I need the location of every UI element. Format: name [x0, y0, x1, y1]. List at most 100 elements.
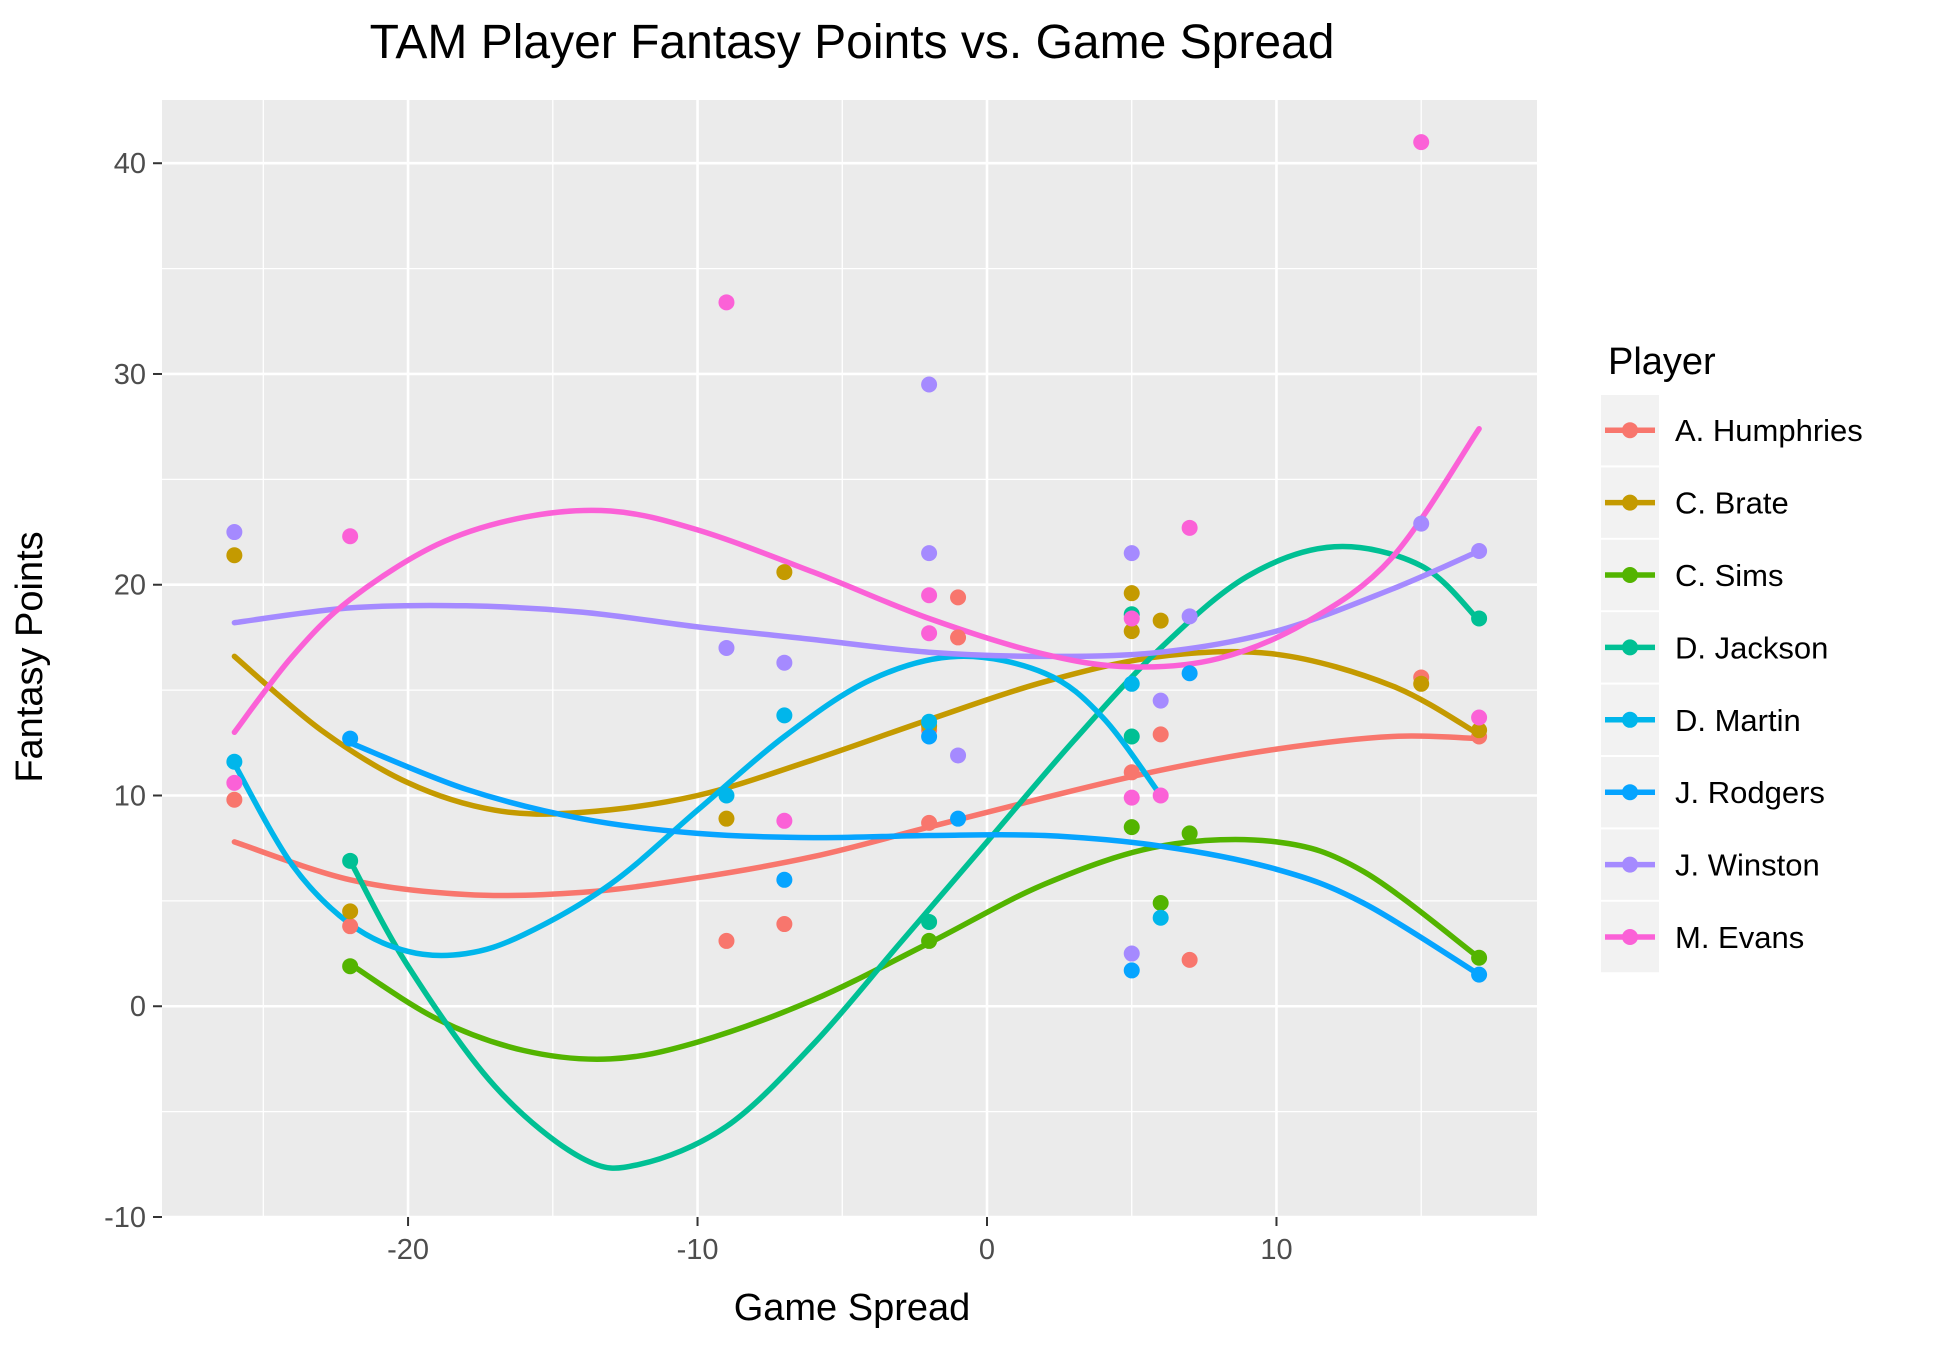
legend-point — [1622, 567, 1638, 583]
point-c-brate — [1471, 722, 1488, 739]
smooth-line-j-winston — [231, 548, 1482, 660]
point-c-brate — [1123, 623, 1140, 640]
legend-point — [1622, 929, 1638, 945]
legend-label: D. Martin — [1675, 703, 1801, 738]
point-d-jackson — [342, 852, 359, 869]
point-j-winston — [1413, 515, 1430, 532]
point-c-brate — [1123, 585, 1140, 602]
point-d-martin — [1123, 675, 1140, 692]
point-j-rodgers — [950, 810, 967, 827]
point-m-evans — [226, 774, 243, 791]
y-axis-label: Fantasy Points — [9, 531, 51, 782]
point-j-rodgers — [1123, 962, 1140, 979]
point-j-winston — [1181, 608, 1198, 625]
point-c-brate — [226, 547, 243, 564]
legend-point — [1622, 422, 1638, 439]
point-a-humphries — [1181, 951, 1198, 968]
point-j-winston — [1471, 543, 1488, 560]
legend-item-a-humphries: A. Humphries — [1601, 395, 1863, 466]
y-tick-label: 30 — [114, 359, 146, 391]
smooth-lines — [231, 426, 1482, 1171]
point-j-winston — [1152, 692, 1169, 709]
point-a-humphries — [921, 814, 938, 831]
point-j-winston — [921, 376, 938, 393]
point-a-humphries — [342, 918, 359, 935]
point-a-humphries — [1123, 764, 1140, 781]
x-tick-label: 0 — [979, 1234, 995, 1266]
chart-title: TAM Player Fantasy Points vs. Game Sprea… — [370, 16, 1335, 69]
point-m-evans — [921, 625, 938, 642]
point-a-humphries — [950, 629, 967, 646]
smooth-line-c-sims — [347, 836, 1482, 1062]
point-m-evans — [342, 528, 359, 545]
y-tick-label: -10 — [104, 1202, 146, 1234]
point-c-sims — [1471, 949, 1488, 966]
point-d-martin — [226, 753, 243, 770]
y-tick-label: 20 — [114, 570, 146, 602]
point-j-rodgers — [1471, 966, 1488, 983]
legend-label: M. Evans — [1675, 920, 1804, 955]
point-j-winston — [921, 545, 938, 562]
point-d-jackson — [1471, 610, 1488, 627]
y-axis: -10 0 10 20 30 40 — [104, 148, 162, 1234]
point-m-evans — [1471, 709, 1488, 726]
legend-point — [1622, 494, 1638, 511]
legend-item-m-evans: M. Evans — [1601, 901, 1804, 973]
point-a-humphries — [226, 791, 243, 808]
x-tick-label: 10 — [1260, 1234, 1292, 1266]
legend-label: C. Brate — [1675, 486, 1789, 521]
legend-label: J. Winston — [1675, 848, 1820, 883]
legend-title: Player — [1608, 341, 1716, 383]
x-axis: -20 -10 0 10 — [387, 1217, 1293, 1266]
legend-point — [1622, 711, 1638, 728]
legend-label: J. Rodgers — [1675, 775, 1825, 810]
point-c-brate — [718, 810, 735, 827]
point-j-rodgers — [342, 730, 359, 747]
smooth-line-c-brate — [231, 648, 1482, 817]
point-d-martin — [1152, 909, 1169, 926]
point-c-sims — [1152, 894, 1169, 911]
point-j-winston — [718, 639, 735, 656]
point-c-sims — [342, 958, 359, 975]
point-d-martin — [718, 787, 735, 804]
x-tick-label: -20 — [387, 1234, 429, 1266]
point-c-sims — [1181, 825, 1198, 842]
point-c-brate — [342, 903, 359, 920]
point-c-sims — [1123, 819, 1140, 836]
point-d-jackson — [1123, 728, 1140, 745]
legend-item-d-martin: D. Martin — [1601, 684, 1801, 755]
smooth-line-j-rodgers — [347, 740, 1482, 978]
data-points — [226, 134, 1488, 983]
plot-panel — [162, 100, 1537, 1217]
legend-point — [1622, 856, 1638, 873]
point-d-martin — [776, 707, 793, 724]
point-a-humphries — [1152, 726, 1169, 743]
x-tick-label: -10 — [677, 1234, 719, 1266]
point-m-evans — [1152, 787, 1169, 804]
legend-label: D. Jackson — [1675, 630, 1828, 665]
legend-item-c-brate: C. Brate — [1601, 467, 1789, 538]
legend-item-c-sims: C. Sims — [1601, 539, 1784, 611]
point-j-rodgers — [1181, 665, 1198, 682]
point-m-evans — [1181, 519, 1198, 536]
point-j-winston — [776, 654, 793, 671]
point-j-winston — [226, 524, 243, 541]
legend-point — [1622, 639, 1638, 656]
point-m-evans — [776, 812, 793, 829]
point-m-evans — [1123, 610, 1140, 627]
point-d-jackson — [921, 913, 938, 930]
point-j-winston — [1123, 945, 1140, 962]
point-a-humphries — [950, 589, 967, 606]
point-m-evans — [718, 294, 735, 311]
legend-item-j-winston: J. Winston — [1601, 829, 1820, 900]
point-m-evans — [1413, 134, 1430, 151]
smooth-line-a-humphries — [231, 733, 1482, 899]
x-axis-label: Game Spread — [734, 1287, 971, 1329]
point-d-martin — [921, 713, 938, 730]
point-c-brate — [1413, 675, 1430, 692]
minor-grid — [162, 100, 1537, 1217]
legend-item-j-rodgers: J. Rodgers — [1601, 757, 1825, 828]
point-a-humphries — [718, 932, 735, 949]
